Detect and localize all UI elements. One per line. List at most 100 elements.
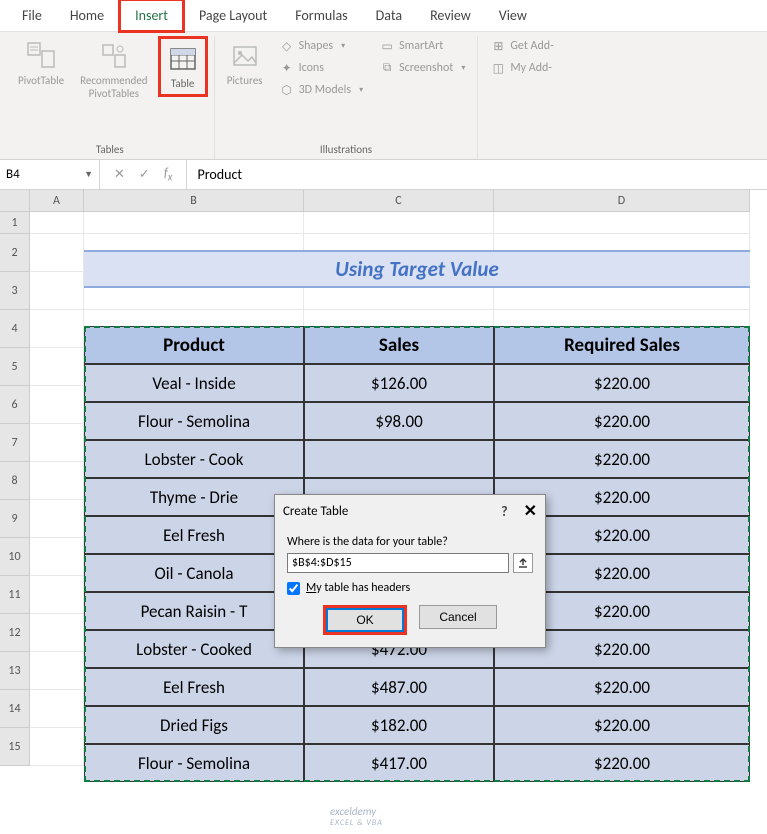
cell[interactable] [30, 424, 84, 462]
name-box[interactable]: B4 ▼ [0, 160, 100, 189]
table-cell[interactable]: $220.00 [494, 706, 750, 744]
icons-button[interactable]: ✦Icons [273, 58, 370, 78]
table-cell[interactable]: $220.00 [494, 668, 750, 706]
table-cell[interactable] [304, 440, 494, 478]
cell[interactable] [494, 212, 750, 234]
cell[interactable] [30, 212, 84, 234]
table-cell[interactable]: Lobster - Cook [84, 440, 304, 478]
row-header-3[interactable]: 3 [0, 272, 30, 310]
row-header-4[interactable]: 4 [0, 310, 30, 348]
get-addins-button[interactable]: ⊞Get Add- [484, 36, 559, 56]
ok-button[interactable]: OK [326, 608, 404, 632]
table-cell[interactable]: $182.00 [304, 706, 494, 744]
cell[interactable] [30, 272, 84, 310]
cell[interactable] [30, 462, 84, 500]
row-header-14[interactable]: 14 [0, 690, 30, 728]
table-cell[interactable]: Flour - Semolina [84, 744, 304, 782]
row-header-15[interactable]: 15 [0, 728, 30, 766]
ribbon-tab-review[interactable]: Review [416, 1, 485, 30]
table-cell[interactable]: Veal - Inside [84, 364, 304, 402]
cell[interactable] [30, 310, 84, 348]
row-header-5[interactable]: 5 [0, 348, 30, 386]
cell[interactable] [30, 386, 84, 424]
table-cell[interactable]: $220.00 [494, 402, 750, 440]
ribbon-tab-view[interactable]: View [485, 1, 541, 30]
row-header-11[interactable]: 11 [0, 576, 30, 614]
cancel-formula-icon[interactable]: ✕ [114, 167, 125, 182]
cell[interactable] [30, 728, 84, 766]
ribbon-tab-formulas[interactable]: Formulas [281, 1, 361, 30]
dialog-titlebar[interactable]: Create Table ? ✕ [275, 495, 545, 527]
row-header-8[interactable]: 8 [0, 462, 30, 500]
cell[interactable] [84, 212, 304, 234]
cell[interactable] [304, 212, 494, 234]
3dmodels-button[interactable]: ⬡3D Models▾ [273, 80, 370, 100]
cell[interactable] [30, 348, 84, 386]
row-header-13[interactable]: 13 [0, 652, 30, 690]
tables-group-label: Tables [96, 140, 124, 159]
fx-icon[interactable]: fx [164, 166, 173, 184]
collapse-dialog-icon[interactable] [513, 553, 533, 573]
row-header-1[interactable]: 1 [0, 212, 30, 234]
headers-checkbox[interactable] [287, 582, 300, 595]
dialog-prompt: Where is the data for your table? [287, 535, 533, 549]
table-cell[interactable]: Thyme - Drie [84, 478, 304, 516]
table-header[interactable]: Required Sales [494, 326, 750, 364]
cell[interactable] [30, 614, 84, 652]
table-cell[interactable]: Oil - Canola [84, 554, 304, 592]
cube-icon: ⬡ [279, 82, 295, 98]
pictures-button[interactable]: Pictures [221, 36, 269, 91]
cell[interactable] [30, 234, 84, 272]
formula-input[interactable]: Product [187, 160, 767, 189]
smartart-button[interactable]: ▭SmartArt [373, 36, 471, 56]
row-header-12[interactable]: 12 [0, 614, 30, 652]
column-header-c[interactable]: C [304, 190, 494, 212]
cell[interactable] [30, 500, 84, 538]
pivottable-button[interactable]: PivotTable [12, 36, 70, 91]
table-button[interactable]: Table [158, 36, 208, 97]
row-header-10[interactable]: 10 [0, 538, 30, 576]
row-header-2[interactable]: 2 [0, 234, 30, 272]
table-cell[interactable]: $126.00 [304, 364, 494, 402]
screenshot-button[interactable]: ⧉Screenshot▾ [373, 58, 471, 78]
ribbon-tab-data[interactable]: Data [362, 1, 416, 30]
cell[interactable] [30, 652, 84, 690]
ribbon-tab-insert[interactable]: Insert [118, 0, 185, 33]
enter-formula-icon[interactable]: ✓ [139, 167, 150, 182]
help-icon[interactable]: ? [501, 503, 508, 520]
cell[interactable] [30, 690, 84, 728]
my-addins-button[interactable]: ◫My Add- [484, 58, 559, 78]
table-cell[interactable]: Flour - Semolina [84, 402, 304, 440]
table-cell[interactable]: $220.00 [494, 440, 750, 478]
ribbon-tab-page-layout[interactable]: Page Layout [185, 1, 281, 30]
recommended-pivottables-button[interactable]: Recommended PivotTables [74, 36, 153, 104]
column-header-a[interactable]: A [30, 190, 84, 212]
cell[interactable] [30, 576, 84, 614]
ribbon-tab-file[interactable]: File [8, 1, 56, 30]
table-cell[interactable]: Eel Fresh [84, 516, 304, 554]
table-cell[interactable]: Lobster - Cooked [84, 630, 304, 668]
row-header-7[interactable]: 7 [0, 424, 30, 462]
cell[interactable] [30, 538, 84, 576]
table-cell[interactable]: $417.00 [304, 744, 494, 782]
column-header-b[interactable]: B [84, 190, 304, 212]
column-header-d[interactable]: D [494, 190, 750, 212]
table-cell[interactable]: $487.00 [304, 668, 494, 706]
table-cell[interactable]: $98.00 [304, 402, 494, 440]
table-header[interactable]: Product [84, 326, 304, 364]
table-cell[interactable]: Eel Fresh [84, 668, 304, 706]
shapes-button[interactable]: ◇Shapes▾ [273, 36, 370, 56]
table-cell[interactable]: Dried Figs [84, 706, 304, 744]
ribbon-tab-home[interactable]: Home [56, 1, 118, 30]
cancel-button[interactable]: Cancel [419, 605, 497, 629]
row-header-6[interactable]: 6 [0, 386, 30, 424]
table-cell[interactable]: $220.00 [494, 744, 750, 782]
range-input[interactable] [287, 553, 509, 573]
table-header[interactable]: Sales [304, 326, 494, 364]
select-all-corner[interactable] [0, 190, 30, 212]
table-cell[interactable]: Pecan Raisin - T [84, 592, 304, 630]
namebox-dropdown-icon[interactable]: ▼ [84, 169, 93, 180]
table-cell[interactable]: $220.00 [494, 364, 750, 402]
row-header-9[interactable]: 9 [0, 500, 30, 538]
close-icon[interactable]: ✕ [524, 501, 537, 521]
